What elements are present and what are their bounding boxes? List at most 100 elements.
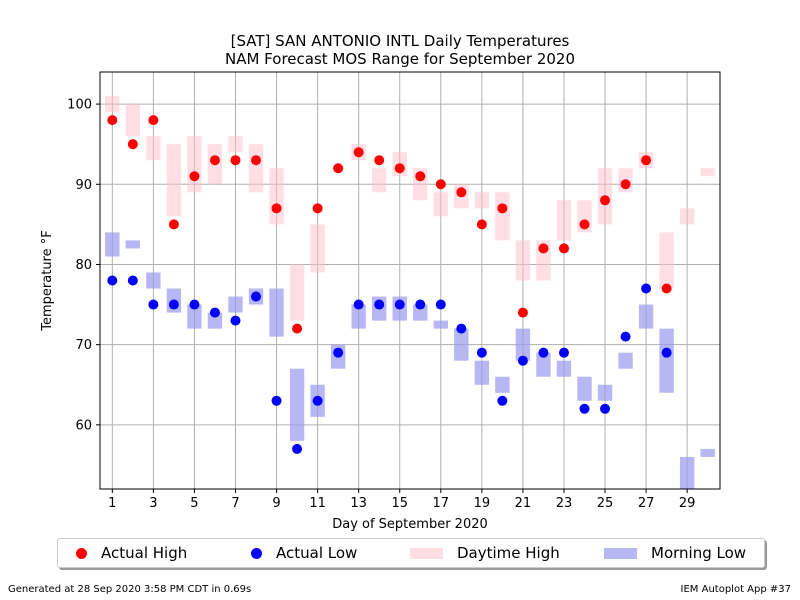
actual-low-point: [538, 347, 549, 358]
actual-low-point: [107, 275, 118, 286]
x-tick-label: 27: [638, 496, 655, 511]
daytime-high-bar: [125, 104, 141, 137]
x-tick-label: 19: [474, 496, 491, 511]
actual-high-point: [251, 155, 262, 166]
x-tick-label: 1: [108, 496, 116, 511]
actual-low-point: [661, 347, 672, 358]
actual-low-point: [333, 347, 344, 358]
y-tick-label: 80: [75, 258, 92, 273]
morning-low-bar: [289, 368, 305, 441]
morning-low-bar: [679, 456, 695, 489]
daytime-high-bar: [269, 168, 284, 225]
daytime-high-bar: [433, 192, 448, 217]
morning-low-bar: [228, 296, 243, 313]
morning-low-bar: [433, 320, 448, 329]
actual-high-point: [476, 219, 487, 230]
x-axis-label: Day of September 2020: [332, 517, 488, 532]
actual-low-point: [620, 331, 631, 342]
actual-low-point: [641, 283, 652, 294]
chart-title-line-2: NAM Forecast MOS Range for September 202…: [224, 50, 576, 68]
actual-high-point: [353, 147, 364, 158]
chart-title-line-1: [SAT] SAN ANTONIO INTL Daily Temperature…: [230, 32, 570, 50]
morning-low-bar: [577, 376, 592, 401]
daytime-high-bar: [105, 96, 120, 113]
chart-legend: Actual High Actual Low Daytime High Morn…: [57, 538, 765, 568]
actual-high-point: [230, 155, 241, 166]
actual-low-point: [558, 347, 569, 358]
actual-low-point: [435, 299, 446, 310]
x-tick-label: 17: [433, 496, 450, 511]
daytime-high-bar: [474, 192, 490, 209]
actual-low-point: [230, 315, 241, 326]
x-tick-label: 23: [556, 496, 573, 511]
actual-high-point: [107, 115, 118, 126]
morning-low-bar: [454, 328, 469, 361]
actual-high-point: [127, 139, 138, 150]
morning-low-bar: [515, 328, 531, 361]
plot-frame: [99, 71, 721, 490]
actual-high-point: [517, 307, 528, 318]
x-tick-label: 29: [679, 496, 696, 511]
x-tick-label: 3: [149, 496, 157, 511]
actual-high-point: [292, 323, 303, 334]
y-axis-label: Temperature °F: [40, 230, 55, 331]
legend-label-actual-high: Actual High: [101, 544, 188, 562]
x-tick-label: 9: [272, 496, 280, 511]
actual-high-point: [168, 219, 179, 230]
daytime-high-bar: [495, 192, 510, 241]
daytime-high-bar: [248, 144, 264, 193]
actual-high-point: [271, 203, 282, 214]
actual-low-point: [415, 299, 426, 310]
actual-high-point: [558, 243, 569, 254]
y-tick-label: 90: [75, 178, 92, 193]
y-tick-label: 60: [75, 418, 92, 433]
legend-item-actual-high: Actual High: [76, 539, 187, 567]
actual-low-point: [517, 355, 528, 366]
morning-low-bar: [207, 312, 223, 329]
actual-low-point: [312, 395, 323, 406]
actual-low-point: [209, 307, 220, 318]
actual-high-point: [415, 171, 426, 182]
actual-low-point: [497, 395, 508, 406]
actual-high-point: [538, 243, 549, 254]
actual-high-point: [148, 115, 159, 126]
actual-high-point: [333, 163, 344, 174]
actual-high-point: [579, 219, 590, 230]
actual-high-point: [497, 203, 508, 214]
legend-label-daytime-high: Daytime High: [457, 544, 560, 562]
daytime-high-bar: [515, 240, 531, 281]
actual-high-point: [456, 187, 467, 198]
x-tick-label: 25: [597, 496, 614, 511]
daytime-high-bar: [187, 136, 202, 193]
actual-low-point: [148, 299, 159, 310]
actual-high-point: [600, 195, 611, 206]
actual-low-point: [394, 299, 405, 310]
legend-patch-morning-low: [604, 547, 637, 559]
legend-marker-actual-high: [76, 547, 87, 559]
morning-low-bar: [413, 304, 428, 321]
morning-low-bar: [125, 240, 141, 249]
morning-low-bar: [474, 360, 490, 385]
actual-low-point: [374, 299, 385, 310]
morning-low-bar: [495, 376, 510, 393]
morning-low-bar: [597, 384, 613, 401]
actual-high-point: [209, 155, 220, 166]
daytime-high-bar: [659, 232, 674, 289]
morning-low-bar: [536, 352, 551, 377]
x-tick-label: 13: [350, 496, 367, 511]
daytime-high-bar: [372, 168, 387, 193]
actual-high-point: [620, 179, 631, 190]
legend-patch-daytime-high: [410, 547, 443, 559]
actual-high-point: [374, 155, 385, 166]
actual-low-point: [271, 395, 282, 406]
morning-low-bar: [105, 232, 120, 257]
footer-generated-text: Generated at 28 Sep 2020 3:58 PM CDT in …: [8, 584, 252, 595]
daytime-high-bar: [310, 224, 325, 273]
morning-low-bar: [187, 304, 202, 329]
actual-high-point: [641, 155, 652, 166]
morning-low-bar: [700, 448, 715, 457]
legend-item-morning-low: Morning Low: [604, 539, 746, 567]
actual-high-point: [661, 283, 672, 294]
actual-low-point: [292, 443, 303, 454]
